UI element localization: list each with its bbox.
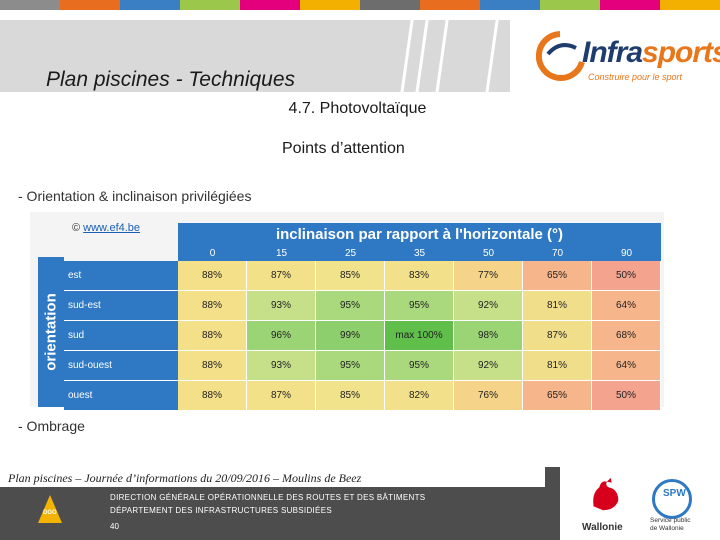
table-cell: 64% — [592, 291, 661, 320]
table-cell: 65% — [523, 261, 592, 290]
table-cell: 87% — [247, 261, 316, 290]
page-number: 40 — [110, 522, 119, 531]
angle-label: 90 — [620, 248, 633, 259]
values-grid: 88% 87% 85% 83% 77% 65% 50% 88% 93% 95% 95% 92% 81% 6… — [178, 261, 661, 411]
table-cell: 85% — [316, 381, 385, 410]
table-cell: 96% — [247, 321, 316, 350]
angle-label: 70 — [551, 248, 564, 259]
table-cell: 93% — [247, 291, 316, 320]
angle-label: 25 — [344, 248, 357, 259]
strip-segment — [0, 0, 60, 10]
table-cell: 88% — [178, 381, 247, 410]
spw-circle-icon — [652, 479, 692, 519]
table-cell: 87% — [523, 321, 592, 350]
strip-segment — [240, 0, 300, 10]
table-cell: 81% — [523, 291, 592, 320]
table-cell: 83% — [385, 261, 454, 290]
footer-event-text: Plan piscines – Journée d’informations d… — [8, 471, 362, 485]
table-cell: 88% — [178, 291, 247, 320]
table-cell: 92% — [454, 291, 523, 320]
angle-label: 15 — [275, 248, 288, 259]
table-cell: 95% — [316, 291, 385, 320]
table-cell: 68% — [592, 321, 661, 350]
table-credit: © www.ef4.be — [72, 222, 141, 234]
orientation-row-label: sud-ouest — [64, 351, 178, 381]
table-cell: 99% — [316, 321, 385, 350]
decorative-slash — [412, 20, 431, 92]
table-cell: 50% — [592, 261, 661, 290]
strip-segment — [300, 0, 360, 10]
table-cell: 76% — [454, 381, 523, 410]
table-row: 88% 87% 85% 83% 77% 65% 50% — [178, 261, 661, 291]
credit-link[interactable]: www.ef4.be — [83, 222, 141, 234]
decorative-slash — [397, 20, 416, 92]
rooster-icon — [593, 477, 619, 511]
table-row: 88% 93% 95% 95% 92% 81% 64% — [178, 351, 661, 381]
table-cell: 92% — [454, 351, 523, 380]
table-cell: 87% — [247, 381, 316, 410]
bullet-orientation: - Orientation & inclinaison privilégiées — [18, 188, 252, 204]
angle-header-row: 0 15 25 35 50 70 90 — [178, 247, 661, 261]
bullet-shading: - Ombrage — [18, 418, 85, 434]
efficiency-table: © www.ef4.be orientation inclinaison par… — [30, 212, 664, 411]
orientation-axis-label: orientation — [38, 257, 64, 407]
table-cell: 88% — [178, 261, 247, 290]
table-cell: 95% — [316, 351, 385, 380]
footer-text-band — [0, 467, 545, 487]
table-cell: 88% — [178, 351, 247, 380]
table-cell: max 100% — [385, 321, 454, 350]
strip-segment — [600, 0, 660, 10]
wallonie-label: Wallonie — [582, 522, 623, 533]
direction-line-2: DÉPARTEMENT DES INFRASTRUCTURES SUBSIDIÉ… — [110, 506, 332, 515]
logo-tagline: Construire pour le sport — [588, 72, 683, 82]
table-row: 88% 96% 99% max 100% 98% 87% 68% — [178, 321, 661, 351]
table-cell: 81% — [523, 351, 592, 380]
spw-subtitle: Service public de Wallonie — [650, 517, 691, 532]
angle-label: 35 — [413, 248, 426, 259]
table-cell: 65% — [523, 381, 592, 410]
table-cell: 88% — [178, 321, 247, 350]
infrasports-logo: Infrasports Construire pour le sport — [530, 22, 720, 94]
strip-segment — [180, 0, 240, 10]
top-color-strip — [0, 0, 720, 10]
orientation-row-label: ouest — [64, 381, 178, 411]
strip-segment — [60, 0, 120, 10]
table-cell: 50% — [592, 381, 661, 410]
logo-brand: Infrasports — [582, 36, 720, 69]
page-title: Plan piscines - Techniques — [46, 68, 296, 91]
strip-segment — [420, 0, 480, 10]
angle-label: 50 — [482, 248, 495, 259]
table-cell: 95% — [385, 291, 454, 320]
table-row: 88% 87% 85% 82% 76% 65% 50% — [178, 381, 661, 411]
strip-segment — [480, 0, 540, 10]
orientation-row-label: est — [64, 261, 178, 291]
footer-logos: Wallonie SPW Service public de Wallonie — [560, 467, 720, 540]
direction-line-1: DIRECTION GÉNÉRALE OPÉRATIONNELLE DES RO… — [110, 493, 426, 502]
table-cell: 95% — [385, 351, 454, 380]
header-band: Plan piscines - Techniques — [0, 20, 510, 92]
table-cell: 85% — [316, 261, 385, 290]
table-cell: 93% — [247, 351, 316, 380]
orientation-row-label: sud — [64, 321, 178, 351]
strip-segment — [540, 0, 600, 10]
strip-segment — [120, 0, 180, 10]
footer: Plan piscines – Journée d’informations d… — [0, 467, 720, 540]
inclination-header: inclinaison par rapport à l'horizontale … — [178, 223, 661, 247]
decorative-slash — [482, 20, 501, 92]
strip-segment — [660, 0, 720, 10]
table-row: 88% 93% 95% 95% 92% 81% 64% — [178, 291, 661, 321]
orientation-row-label: sud-est — [64, 291, 178, 321]
decorative-slash — [432, 20, 451, 92]
table-cell: 98% — [454, 321, 523, 350]
table-cell: 82% — [385, 381, 454, 410]
table-cell: 64% — [592, 351, 661, 380]
spw-label: SPW — [663, 488, 686, 499]
logo-swoosh-icon — [535, 31, 585, 81]
orientation-column: est sud-est sud sud-ouest ouest — [64, 261, 178, 411]
angle-label: 0 — [209, 248, 216, 259]
strip-segment — [360, 0, 420, 10]
table-cell: 77% — [454, 261, 523, 290]
